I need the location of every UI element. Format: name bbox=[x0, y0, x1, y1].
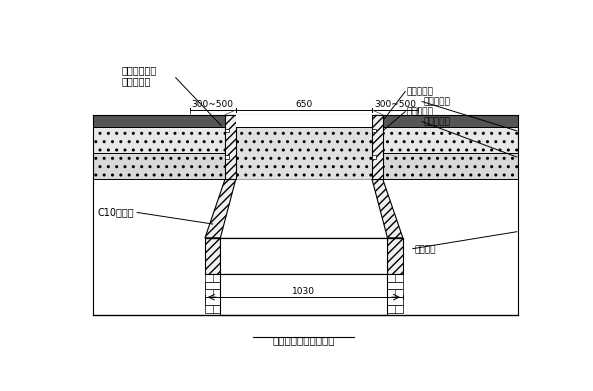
Bar bbox=[225, 129, 229, 133]
Text: 650: 650 bbox=[295, 100, 312, 109]
Bar bbox=[387, 238, 403, 274]
Bar bbox=[205, 274, 221, 282]
Bar bbox=[225, 155, 229, 159]
Polygon shape bbox=[221, 179, 387, 238]
Bar bbox=[383, 115, 518, 127]
Bar bbox=[205, 238, 221, 274]
Bar bbox=[225, 115, 236, 179]
Text: 沥青混凝土: 沥青混凝土 bbox=[423, 117, 451, 126]
Bar bbox=[387, 289, 403, 297]
Text: 道路基层: 道路基层 bbox=[415, 246, 436, 255]
Bar bbox=[372, 129, 376, 133]
Text: 300~500: 300~500 bbox=[192, 100, 234, 109]
Text: 1030: 1030 bbox=[292, 287, 315, 296]
Bar bbox=[236, 115, 372, 127]
Text: 300~500: 300~500 bbox=[374, 100, 416, 109]
Text: 沥青混凝土: 沥青混凝土 bbox=[407, 107, 433, 116]
Bar bbox=[225, 115, 383, 127]
Text: 道路表面层: 道路表面层 bbox=[407, 87, 433, 96]
Text: 道路底面层: 道路底面层 bbox=[423, 97, 451, 106]
Text: C10混凝土: C10混凝土 bbox=[97, 207, 134, 217]
Bar bbox=[383, 153, 518, 179]
Bar bbox=[205, 289, 221, 297]
Bar bbox=[205, 282, 221, 289]
Bar bbox=[93, 127, 225, 153]
Bar bbox=[387, 305, 403, 312]
Bar bbox=[221, 238, 387, 274]
Text: 超早强钢纤维: 超早强钢纤维 bbox=[122, 65, 157, 75]
Bar bbox=[205, 297, 221, 305]
Bar bbox=[93, 115, 225, 127]
Bar bbox=[221, 274, 387, 315]
Bar bbox=[372, 115, 383, 179]
Bar bbox=[383, 127, 518, 153]
Text: 黑色混凝土: 黑色混凝土 bbox=[122, 76, 151, 86]
Text: 提升检查井里面示意图: 提升检查井里面示意图 bbox=[272, 335, 335, 346]
Bar bbox=[387, 297, 403, 305]
Bar bbox=[236, 127, 372, 179]
Bar bbox=[387, 282, 403, 289]
Bar bbox=[387, 274, 403, 282]
Polygon shape bbox=[205, 179, 403, 238]
Bar bbox=[372, 155, 376, 159]
Bar bbox=[205, 305, 221, 312]
Bar bbox=[93, 153, 225, 179]
